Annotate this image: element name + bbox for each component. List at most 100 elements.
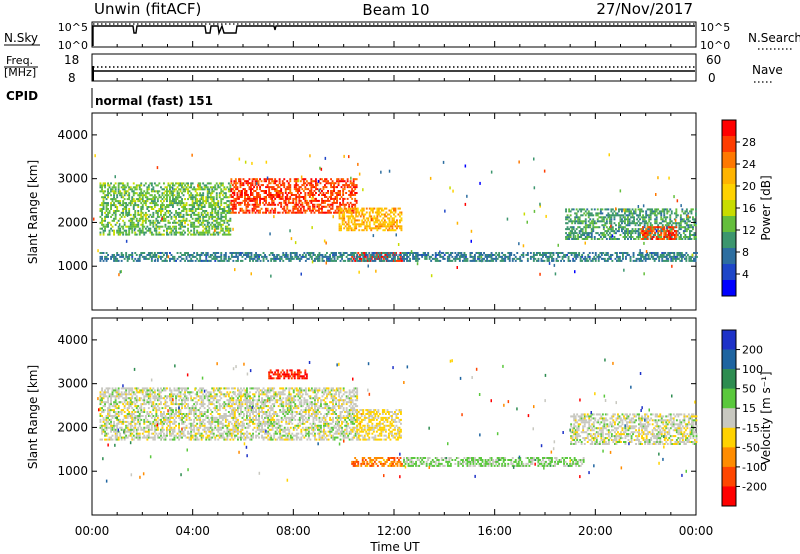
echo-cell bbox=[125, 387, 128, 390]
echo-cell bbox=[502, 254, 505, 256]
echo-cell bbox=[348, 190, 351, 192]
echo-cell bbox=[690, 238, 693, 240]
echo-cell bbox=[143, 219, 146, 222]
echo-cell bbox=[191, 200, 194, 203]
echo-cell bbox=[179, 219, 182, 222]
echo-cell bbox=[670, 232, 673, 235]
echo-cell bbox=[280, 197, 283, 200]
echo-cell bbox=[574, 220, 577, 223]
echo-cell bbox=[627, 232, 629, 235]
echo-cell bbox=[259, 201, 261, 204]
echo-cell bbox=[320, 167, 323, 171]
echo-cell bbox=[185, 257, 188, 260]
echo-cell bbox=[322, 180, 325, 183]
echo-cell bbox=[99, 227, 102, 230]
echo-cell bbox=[390, 221, 392, 224]
echo-cell bbox=[144, 214, 147, 218]
echo-cell bbox=[674, 257, 677, 260]
echo-cell bbox=[327, 192, 329, 194]
echo-cell bbox=[385, 227, 388, 230]
echo-cell bbox=[220, 198, 223, 201]
echo-cell bbox=[194, 198, 197, 201]
echo-cell bbox=[670, 228, 673, 231]
echo-cell bbox=[673, 222, 676, 225]
nave-tick-top: 60 bbox=[706, 53, 721, 67]
echo-cell bbox=[342, 178, 345, 181]
echo-cell bbox=[187, 190, 189, 193]
echo-cell bbox=[104, 255, 106, 258]
echo-cell bbox=[675, 230, 678, 233]
echo-cell bbox=[357, 162, 359, 166]
echo-cell bbox=[624, 222, 626, 225]
echo-cell bbox=[244, 196, 246, 198]
echo-cell bbox=[178, 211, 180, 214]
echo-cell bbox=[307, 192, 310, 194]
echo-cell bbox=[383, 225, 386, 228]
echo-cell bbox=[624, 226, 626, 229]
echo-cell bbox=[158, 182, 161, 185]
echo-cell bbox=[135, 416, 138, 419]
echo-cell bbox=[193, 231, 196, 234]
echo-cell bbox=[123, 257, 126, 260]
echo-cell bbox=[436, 257, 439, 260]
echo-cell bbox=[628, 232, 631, 235]
echo-cell bbox=[613, 214, 616, 217]
echo-cell bbox=[637, 216, 640, 219]
echo-cell bbox=[116, 426, 119, 429]
echo-cell bbox=[105, 257, 108, 260]
echo-cell bbox=[147, 227, 150, 230]
echo-cell bbox=[330, 197, 332, 200]
echo-cell bbox=[365, 223, 368, 226]
echo-cell bbox=[230, 194, 233, 196]
echo-cell bbox=[114, 432, 117, 435]
echo-cell bbox=[218, 231, 221, 234]
echo-cell bbox=[123, 405, 126, 408]
echo-cell bbox=[113, 196, 115, 199]
scattered-echoes bbox=[93, 153, 694, 278]
echo-cell bbox=[101, 432, 103, 435]
echo-cell bbox=[149, 194, 152, 197]
echo-cell bbox=[132, 409, 135, 412]
echo-cell bbox=[286, 255, 289, 258]
echo-cell bbox=[642, 234, 644, 236]
echo-cell bbox=[248, 188, 251, 191]
echo-cell bbox=[99, 424, 102, 427]
echo-cell bbox=[217, 215, 220, 218]
echo-cell bbox=[352, 203, 355, 206]
echo-cell bbox=[241, 196, 243, 198]
echo-cell bbox=[376, 229, 379, 232]
echo-cell bbox=[646, 230, 649, 233]
echo-cell bbox=[362, 207, 365, 210]
echo-cell bbox=[613, 210, 616, 213]
echo-cell bbox=[574, 218, 577, 221]
echo-cell bbox=[114, 401, 117, 404]
echo-cell bbox=[555, 259, 558, 262]
echo-cell bbox=[153, 206, 156, 208]
echo-cell bbox=[230, 199, 233, 202]
echo-cell bbox=[298, 257, 301, 260]
echo-cell bbox=[323, 259, 325, 262]
echo-cell bbox=[110, 415, 112, 417]
echo-cell bbox=[365, 211, 368, 214]
echo-cell bbox=[665, 255, 668, 258]
echo-cell bbox=[123, 221, 126, 224]
echo-cell bbox=[618, 230, 620, 233]
echo-cell bbox=[120, 413, 123, 415]
echo-cell bbox=[376, 219, 379, 222]
echo-cell bbox=[584, 241, 586, 245]
echo-cell bbox=[641, 254, 644, 256]
echo-cell bbox=[456, 266, 458, 269]
echo-cell bbox=[344, 252, 347, 254]
echo-cell bbox=[324, 194, 326, 196]
echo-cell bbox=[343, 207, 346, 210]
echo-cell bbox=[107, 399, 109, 402]
echo-cell bbox=[511, 257, 514, 260]
echo-cell bbox=[302, 184, 305, 187]
echo-cell bbox=[655, 214, 658, 217]
echo-cell bbox=[104, 184, 106, 187]
echo-cell bbox=[685, 222, 688, 225]
echo-cell bbox=[340, 209, 342, 212]
echo-cell bbox=[190, 213, 193, 216]
echo-cell bbox=[123, 387, 126, 390]
echo-cell bbox=[132, 215, 135, 218]
